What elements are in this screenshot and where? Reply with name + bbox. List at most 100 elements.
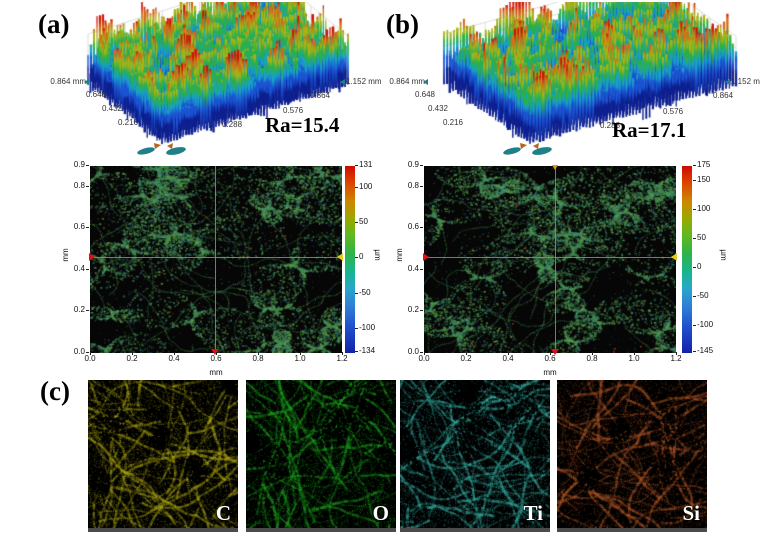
axis-arrow-icon bbox=[423, 79, 428, 85]
heightmap-a bbox=[89, 166, 343, 355]
eds-map-oxygen: O bbox=[246, 380, 396, 532]
x-axis-label: mm bbox=[209, 368, 223, 377]
panel-a-label: (a) bbox=[38, 9, 70, 39]
colorbar-tick: 150 bbox=[692, 175, 711, 184]
x-tick: 0.0 bbox=[80, 352, 100, 363]
colorbar-tick: 175 bbox=[692, 160, 711, 169]
axis-tick: 0.864 mm bbox=[50, 77, 86, 86]
x-tick: 1.2 bbox=[332, 352, 352, 363]
colorbar-tick: -50 bbox=[355, 288, 371, 297]
colorbar-a bbox=[345, 166, 355, 353]
rotate-view-icon bbox=[137, 143, 186, 155]
axis-tick: 0.216 bbox=[117, 118, 138, 127]
x-tick: 1.0 bbox=[624, 352, 644, 363]
colorbar-tick: 0 bbox=[692, 262, 702, 271]
eds-map-titanium: Ti bbox=[400, 380, 550, 532]
eds-map-carbon: C bbox=[88, 380, 238, 532]
heightmap-b bbox=[423, 165, 677, 355]
heightmap-canvas-a bbox=[90, 166, 342, 353]
y-tick: 0.2 bbox=[403, 306, 423, 314]
colorbar-tick: 50 bbox=[355, 217, 368, 226]
axis-tick: 0.432 bbox=[427, 104, 448, 113]
colorbar-tick: 100 bbox=[692, 204, 711, 213]
y-tick: 0.6 bbox=[69, 223, 89, 231]
y-tick: 0.8 bbox=[69, 182, 89, 190]
crosshair-horizontal bbox=[424, 257, 676, 258]
axis-arrow-icon bbox=[725, 79, 730, 85]
colorbar-tick: 50 bbox=[693, 233, 706, 242]
colorbar-tick: -100 bbox=[692, 320, 714, 329]
roughness-value-a: Ra=15.4 bbox=[265, 113, 340, 137]
x-tick: 0.2 bbox=[122, 352, 142, 363]
crosshair-vertical bbox=[555, 166, 556, 353]
x-tick: 1.2 bbox=[666, 352, 686, 363]
x-tick: 0.0 bbox=[414, 352, 434, 363]
eds-canvas-silicon bbox=[557, 380, 707, 528]
colorbar-tick: 131 bbox=[354, 160, 373, 169]
marker-right-icon bbox=[671, 253, 677, 261]
axis-tick: 0.648 bbox=[85, 90, 106, 99]
axis-tick: 0.648 bbox=[414, 90, 435, 99]
axis-tick: 0.576 bbox=[663, 107, 684, 116]
y-tick: 0.8 bbox=[403, 182, 423, 190]
x-tick: 0.4 bbox=[164, 352, 184, 363]
axis-tick: 0.864 bbox=[713, 91, 734, 100]
axis-tick: 1.152 mm bbox=[346, 77, 382, 86]
axis-tick: 0.288 bbox=[222, 120, 243, 129]
x-tick: 0.2 bbox=[456, 352, 476, 363]
element-label-oxygen: O bbox=[372, 501, 389, 525]
colorbar-tick: 0 bbox=[354, 252, 364, 261]
y-tick: 0.9 bbox=[69, 161, 89, 169]
axis-tick: 0.288 bbox=[600, 121, 621, 130]
eds-canvas-titanium bbox=[400, 380, 550, 528]
panel-b-label: (b) bbox=[386, 9, 419, 39]
x-tick: 0.6 bbox=[206, 352, 226, 363]
marker-right-icon bbox=[337, 253, 343, 261]
x-tick: 0.4 bbox=[498, 352, 518, 363]
axis-tick: 1.152 mm bbox=[731, 77, 760, 86]
axis-tick: 0.576 bbox=[283, 106, 304, 115]
y-tick: 0.4 bbox=[403, 265, 423, 273]
axis-tick: 0.864 mm bbox=[389, 77, 425, 86]
eds-canvas-carbon bbox=[88, 380, 238, 528]
crosshair-vertical bbox=[215, 166, 216, 353]
y-tick: 0.2 bbox=[69, 306, 89, 314]
colorbar-tick: -100 bbox=[354, 323, 376, 332]
x-tick: 0.8 bbox=[248, 352, 268, 363]
surface-3d-canvas-b bbox=[392, 2, 760, 158]
element-label-titanium: Ti bbox=[523, 501, 543, 525]
marker-top-icon bbox=[552, 165, 558, 170]
axis-tick: 0.216 bbox=[442, 118, 463, 127]
rotate-view-icon bbox=[503, 143, 552, 155]
marker-bottom-icon bbox=[551, 349, 559, 355]
panel-c-label: (c) bbox=[40, 376, 70, 406]
eds-map-silicon: Si bbox=[557, 380, 707, 532]
x-tick: 0.6 bbox=[540, 352, 560, 363]
colorbar-tick: -134 bbox=[354, 346, 376, 355]
y-tick: 0.6 bbox=[403, 223, 423, 231]
element-label-carbon: C bbox=[215, 501, 231, 525]
heightmap-canvas-b bbox=[424, 166, 676, 353]
roughness-value-b: Ra=17.1 bbox=[612, 118, 687, 142]
y-tick: 0.9 bbox=[403, 161, 423, 169]
colorbar-tick: -145 bbox=[692, 346, 714, 355]
colorbar-tick: -50 bbox=[693, 291, 709, 300]
axis-arrow-icon bbox=[84, 79, 89, 85]
crosshair-horizontal bbox=[90, 257, 342, 258]
colorbar-b bbox=[682, 166, 692, 353]
marker-bottom-icon bbox=[211, 349, 219, 355]
element-label-silicon: Si bbox=[682, 501, 700, 525]
axis-tick: 0.432 bbox=[101, 104, 122, 113]
eds-canvas-oxygen bbox=[246, 380, 396, 528]
axis-arrow-icon bbox=[340, 79, 345, 85]
marker-left-icon bbox=[423, 253, 429, 261]
axis-tick: 0.864 bbox=[310, 91, 331, 100]
x-axis-label: mm bbox=[543, 368, 557, 377]
marker-left-icon bbox=[89, 253, 95, 261]
x-tick: 1.0 bbox=[290, 352, 310, 363]
